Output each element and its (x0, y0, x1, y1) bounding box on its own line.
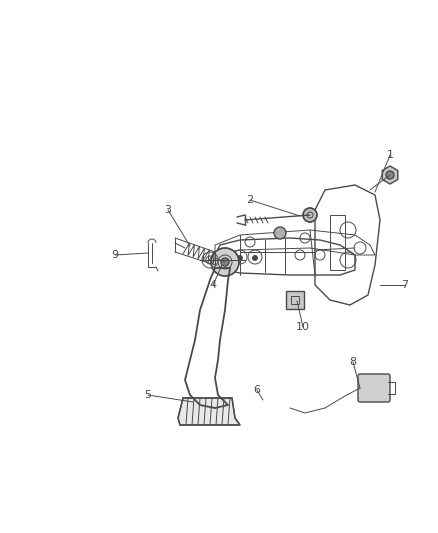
Circle shape (221, 258, 229, 266)
Text: 10: 10 (296, 322, 310, 332)
Circle shape (237, 255, 243, 261)
Text: 5: 5 (145, 390, 152, 400)
Text: 8: 8 (350, 357, 357, 367)
Text: 9: 9 (111, 250, 119, 260)
Circle shape (303, 208, 317, 222)
Polygon shape (382, 166, 398, 184)
FancyBboxPatch shape (358, 374, 390, 402)
Text: 6: 6 (254, 385, 261, 395)
Circle shape (386, 171, 394, 179)
Text: 2: 2 (247, 195, 254, 205)
Circle shape (274, 227, 286, 239)
Text: 3: 3 (165, 205, 172, 215)
Text: 1: 1 (386, 150, 393, 160)
FancyBboxPatch shape (286, 291, 304, 309)
Polygon shape (178, 398, 240, 425)
Circle shape (252, 255, 258, 261)
Text: 4: 4 (209, 280, 216, 290)
Text: 7: 7 (402, 280, 409, 290)
Circle shape (211, 248, 239, 276)
